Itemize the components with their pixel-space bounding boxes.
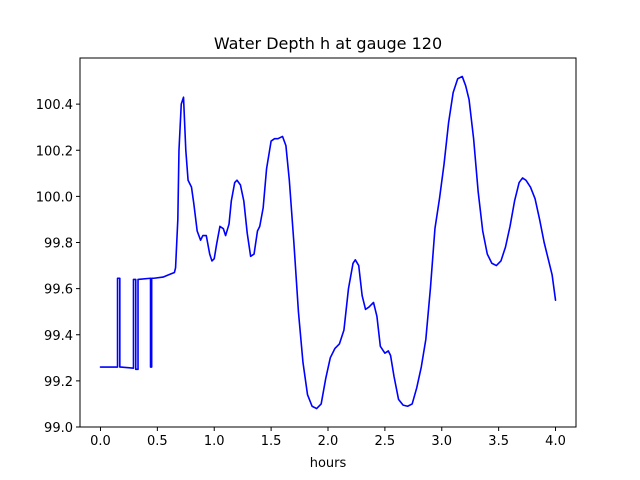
y-tick-label: 100.2 (36, 144, 73, 159)
x-tick-label: 1.0 (204, 434, 225, 449)
y-tick-label: 99.8 (44, 237, 73, 252)
y-tick-label: 99.0 (44, 421, 73, 436)
y-tick-label: 99.6 (44, 283, 73, 298)
x-tick-label: 0.0 (90, 434, 111, 449)
x-tick-label: 3.0 (431, 434, 452, 449)
series-line-0 (99, 75, 557, 410)
plot-area (99, 75, 557, 410)
x-tick-label: 3.5 (488, 434, 509, 449)
y-tick-label: 100.0 (36, 190, 73, 205)
x-tick-label: 1.5 (261, 434, 282, 449)
x-tick-label: 2.5 (375, 434, 396, 449)
y-tick-label: 100.4 (36, 98, 73, 113)
x-tick-label: 2.0 (318, 434, 339, 449)
chart-title: Water Depth h at gauge 120 (214, 34, 442, 53)
x-axis-label: hours (310, 456, 347, 471)
y-tick-label: 99.2 (44, 375, 73, 390)
y-axis: 99.0 99.2 99.4 99.6 99.8 100.0 100.2 100.4 (36, 98, 80, 436)
x-tick-label: 4.0 (545, 434, 566, 449)
x-axis: 0.0 0.5 1.0 1.5 2.0 2.5 3.0 3.5 4.0 (90, 427, 566, 449)
x-tick-label: 0.5 (147, 434, 168, 449)
y-tick-label: 99.4 (44, 329, 73, 344)
